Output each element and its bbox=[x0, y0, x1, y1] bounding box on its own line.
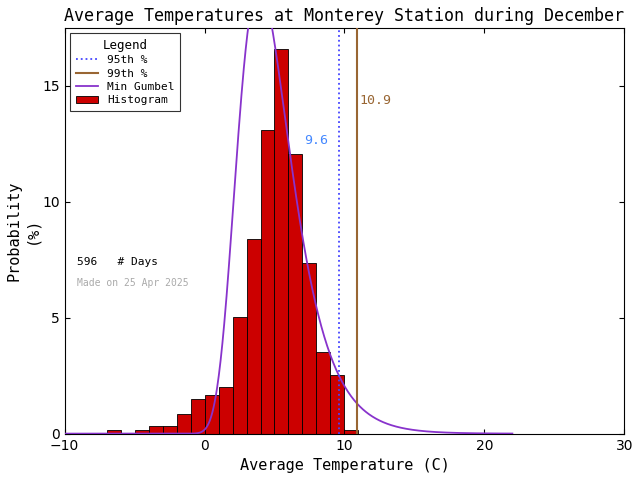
Bar bbox=[148, 426, 163, 433]
Y-axis label: Probability
(%): Probability (%) bbox=[7, 180, 39, 281]
Bar bbox=[260, 130, 275, 433]
Bar bbox=[177, 414, 191, 433]
Text: 9.6: 9.6 bbox=[304, 134, 328, 147]
Bar bbox=[344, 430, 358, 433]
Bar bbox=[316, 352, 330, 433]
Bar bbox=[232, 317, 246, 433]
Bar bbox=[289, 154, 303, 433]
Bar bbox=[246, 239, 260, 433]
X-axis label: Average Temperature (C): Average Temperature (C) bbox=[239, 458, 449, 473]
Text: 10.9: 10.9 bbox=[360, 95, 392, 108]
Bar bbox=[330, 375, 344, 433]
Legend: 95th %, 99th %, Min Gumbel, Histogram: 95th %, 99th %, Min Gumbel, Histogram bbox=[70, 34, 180, 111]
Bar bbox=[163, 426, 177, 433]
Bar bbox=[218, 387, 232, 433]
Text: Made on 25 Apr 2025: Made on 25 Apr 2025 bbox=[77, 277, 189, 288]
Bar bbox=[303, 263, 316, 433]
Bar bbox=[191, 398, 205, 433]
Bar bbox=[107, 430, 120, 433]
Bar bbox=[134, 430, 148, 433]
Bar bbox=[205, 395, 218, 433]
Bar bbox=[275, 48, 289, 433]
Title: Average Temperatures at Monterey Station during December: Average Temperatures at Monterey Station… bbox=[65, 7, 625, 25]
Text: 596   # Days: 596 # Days bbox=[77, 257, 158, 267]
